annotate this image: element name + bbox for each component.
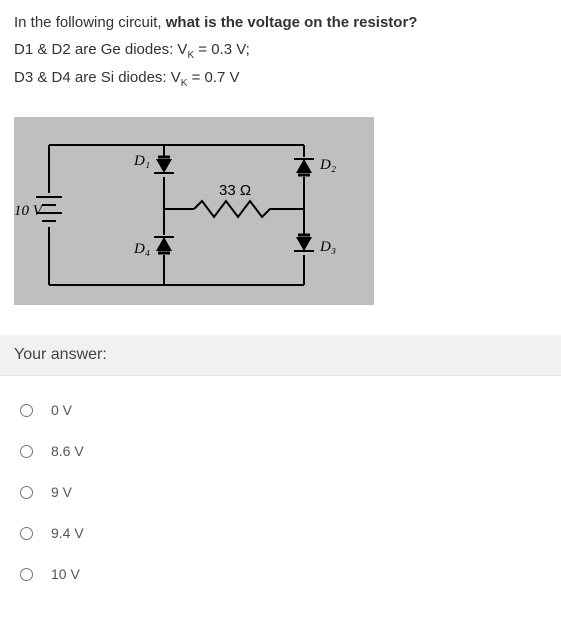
option-label: 8.6 V xyxy=(51,441,84,462)
q2-b: = 0.3 V; xyxy=(194,41,250,58)
option-row[interactable]: 8.6 V xyxy=(14,431,547,472)
circuit-svg: 10 V 33 Ω D₁ D₂ xyxy=(14,117,374,305)
question-line-2: D1 & D2 are Ge diodes: VK = 0.3 V; xyxy=(14,39,547,63)
d1-label: D₁ xyxy=(133,153,150,169)
option-label: 9.4 V xyxy=(51,523,84,544)
options-list: 0 V 8.6 V 9 V 9.4 V 10 V xyxy=(0,376,561,595)
resistor-label: 33 Ω xyxy=(219,182,251,199)
option-row[interactable]: 9 V xyxy=(14,472,547,513)
answer-header: Your answer: xyxy=(0,335,561,376)
q3-a: D3 & D4 are Si diodes: V xyxy=(14,69,181,86)
option-radio-3[interactable] xyxy=(20,527,33,540)
q3-b: = 0.7 V xyxy=(187,69,239,86)
question-line-3: D3 & D4 are Si diodes: VK = 0.7 V xyxy=(14,67,547,91)
option-label: 10 V xyxy=(51,564,80,585)
option-row[interactable]: 10 V xyxy=(14,554,547,595)
option-radio-1[interactable] xyxy=(20,445,33,458)
option-label: 9 V xyxy=(51,482,72,503)
diode-d1 xyxy=(154,157,174,173)
circuit-diagram: 10 V 33 Ω D₁ D₂ xyxy=(14,117,374,305)
q2-a: D1 & D2 are Ge diodes: V xyxy=(14,41,187,58)
d3-label: D₃ xyxy=(319,239,336,255)
question-prefix: In the following circuit, xyxy=(14,14,166,31)
d2-label: D₂ xyxy=(319,157,336,173)
option-radio-0[interactable] xyxy=(20,404,33,417)
d4-label: D₄ xyxy=(133,241,150,257)
option-label: 0 V xyxy=(51,400,72,421)
option-radio-4[interactable] xyxy=(20,568,33,581)
option-row[interactable]: 0 V xyxy=(14,390,547,431)
diode-d3 xyxy=(294,235,314,251)
question-bold: what is the voltage on the resistor? xyxy=(166,14,418,31)
option-radio-2[interactable] xyxy=(20,486,33,499)
source-label: 10 V xyxy=(14,203,44,219)
option-row[interactable]: 9.4 V xyxy=(14,513,547,554)
question-block: In the following circuit, what is the vo… xyxy=(0,0,561,305)
question-line-1: In the following circuit, what is the vo… xyxy=(14,12,547,35)
diode-d2 xyxy=(294,159,314,175)
diode-d4 xyxy=(154,237,174,253)
